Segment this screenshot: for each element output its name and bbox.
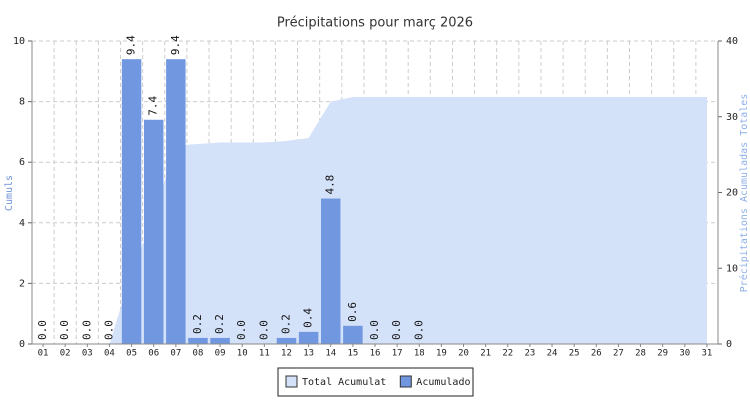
y-tick-label: 6	[19, 157, 25, 168]
x-tick-label: 10	[237, 349, 248, 359]
value-label: 0.0	[36, 320, 49, 340]
value-label: 4.8	[324, 175, 337, 195]
y-tick-label: 4	[19, 218, 25, 229]
x-tick-label: 03	[82, 349, 93, 359]
x-tick-label: 28	[635, 349, 646, 359]
value-label: 0.0	[368, 320, 381, 340]
x-tick-label: 26	[591, 349, 602, 359]
chart-title: Précipitations pour març 2026	[277, 16, 473, 31]
y2-tick-label: 30	[726, 112, 738, 123]
value-label: 9.4	[125, 35, 138, 55]
x-tick-label: 08	[193, 349, 204, 359]
value-label: 9.4	[169, 35, 182, 55]
bar	[276, 337, 297, 344]
x-tick-label: 01	[38, 349, 49, 359]
value-label: 0.0	[235, 320, 248, 340]
value-label: 0.0	[412, 320, 425, 340]
legend-box	[277, 367, 474, 397]
y-tick-label: 2	[19, 278, 25, 289]
bar	[343, 325, 363, 344]
legend-label: Acumulado	[416, 377, 470, 388]
value-label: 0.0	[102, 320, 115, 340]
legend-swatch	[399, 375, 412, 388]
bar	[166, 59, 186, 345]
legend-swatch	[285, 375, 298, 388]
x-tick-label: 23	[524, 349, 535, 359]
x-tick-label: 07	[170, 349, 181, 359]
x-tick-label: 04	[104, 349, 115, 359]
y-tick-label: 10	[13, 36, 25, 47]
x-tick-label: 31	[702, 349, 713, 359]
x-tick-label: 29	[657, 349, 668, 359]
y-axis-label: Cumuls	[4, 175, 15, 211]
x-tick-label: 22	[502, 349, 513, 359]
y-tick-label: 8	[19, 97, 25, 108]
value-label: 0.0	[80, 320, 93, 340]
value-label: 0.2	[191, 314, 204, 334]
bar	[298, 331, 319, 344]
x-tick-label: 25	[569, 349, 580, 359]
x-tick-label: 09	[215, 349, 226, 359]
x-tick-label: 30	[679, 349, 690, 359]
x-tick-label: 15	[347, 349, 358, 359]
value-label: 0.0	[390, 320, 403, 340]
x-tick-label: 05	[126, 349, 137, 359]
y2-axis-label: Précipitations Acumuladas Totales	[738, 94, 750, 293]
x-tick-label: 21	[480, 349, 491, 359]
x-tick-label: 14	[325, 349, 336, 359]
value-label: 7.4	[147, 96, 160, 116]
cumulative-area	[43, 97, 707, 345]
bar	[210, 337, 230, 344]
x-tick-label: 13	[303, 349, 314, 359]
x-tick-label: 19	[436, 349, 447, 359]
bar	[321, 198, 341, 344]
value-label: 0.4	[302, 308, 315, 328]
y2-tick-label: 10	[726, 263, 738, 274]
y2-tick-label: 40	[726, 36, 738, 47]
x-tick-label: 16	[370, 349, 381, 359]
bar	[121, 59, 142, 345]
x-tick-label: 27	[613, 349, 624, 359]
x-tick-label: 17	[392, 349, 403, 359]
y-tick-label: 0	[19, 339, 25, 350]
value-label: 0.0	[257, 320, 270, 340]
value-label: 0.2	[279, 314, 292, 334]
x-tick-label: 18	[414, 349, 425, 359]
legend-label: Total Acumulat	[302, 377, 386, 388]
y2-tick-label: 0	[726, 339, 732, 350]
value-label: 0.2	[213, 314, 226, 334]
value-label: 0.6	[346, 302, 359, 322]
x-tick-label: 06	[148, 349, 159, 359]
x-tick-label: 11	[259, 349, 270, 359]
y2-tick-label: 20	[726, 188, 738, 199]
bar	[143, 119, 164, 344]
x-tick-label: 20	[458, 349, 469, 359]
x-tick-label: 12	[281, 349, 292, 359]
x-tick-label: 02	[60, 349, 71, 359]
value-label: 0.0	[58, 320, 71, 340]
bar	[188, 337, 208, 344]
x-tick-label: 24	[547, 349, 558, 359]
